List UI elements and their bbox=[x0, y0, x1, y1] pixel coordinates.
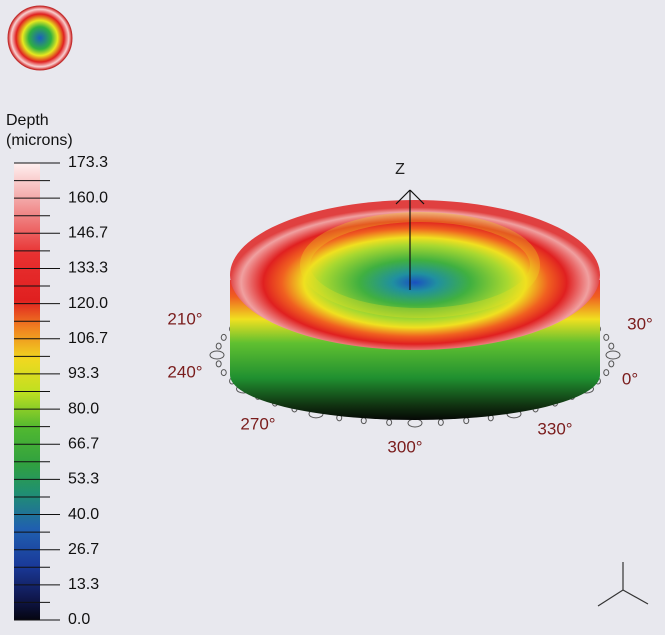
ring-dot bbox=[463, 417, 470, 425]
ring-dot bbox=[605, 350, 621, 360]
ring-dot bbox=[437, 418, 444, 426]
orientation-icon bbox=[597, 562, 649, 607]
ring-dot bbox=[407, 418, 423, 428]
legend-tick-label: 120.0 bbox=[68, 295, 108, 312]
angle-label: 330° bbox=[537, 419, 572, 438]
legend-tick-label: 40.0 bbox=[68, 506, 99, 523]
angle-label: 210° bbox=[167, 309, 202, 328]
ring-dot bbox=[215, 342, 222, 350]
ring-dot bbox=[603, 333, 610, 341]
legend-tick-label: 160.0 bbox=[68, 189, 108, 206]
angle-label: 30° bbox=[627, 314, 653, 333]
legend-tick-label: 26.7 bbox=[68, 541, 99, 558]
ring-dot bbox=[608, 342, 615, 350]
ring-dot bbox=[603, 369, 610, 377]
ring-dot bbox=[360, 417, 367, 425]
legend-tick-label: 146.7 bbox=[68, 225, 108, 242]
ring-dot bbox=[215, 360, 222, 368]
angle-label: 0° bbox=[622, 369, 638, 388]
ring-dot bbox=[220, 333, 227, 341]
legend-tick-label: 53.3 bbox=[68, 471, 99, 488]
legend-title: Depth bbox=[6, 112, 49, 129]
ring-dot bbox=[209, 350, 225, 360]
legend-tick-label: 80.0 bbox=[68, 400, 99, 417]
axis-label: Z bbox=[395, 161, 405, 178]
legend-tick-label: 93.3 bbox=[68, 365, 99, 382]
legend-tick-label: 13.3 bbox=[68, 576, 99, 593]
z-axis bbox=[395, 189, 425, 290]
legend-tick-label: 106.7 bbox=[68, 330, 108, 347]
angle-label: 240° bbox=[167, 362, 202, 381]
thumbnail[interactable] bbox=[7, 5, 73, 71]
angle-label: 270° bbox=[240, 414, 275, 433]
ring-dot bbox=[608, 360, 615, 368]
ring-dot bbox=[220, 369, 227, 377]
ring-dot bbox=[386, 418, 393, 426]
lens-surface bbox=[230, 200, 600, 420]
legend-tick-label: 66.7 bbox=[68, 435, 99, 452]
legend-tick-label: 0.0 bbox=[68, 611, 90, 628]
legend-tick-label: 133.3 bbox=[68, 260, 108, 277]
legend-title: (microns) bbox=[6, 132, 73, 149]
angle-label: 300° bbox=[387, 437, 422, 456]
legend-tick-label: 173.3 bbox=[68, 154, 108, 171]
